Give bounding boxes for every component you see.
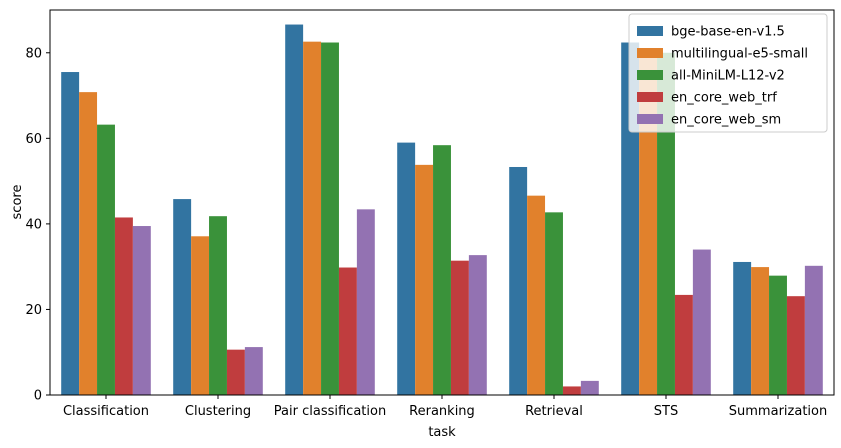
bar [657,52,675,395]
legend: bge-base-en-v1.5 multilingual-e5-small all… [628,13,828,133]
legend-box [628,13,828,133]
bar [527,195,546,395]
y-tick-label: 60 [25,132,42,147]
bar [674,294,693,395]
y-tick-label: 40 [25,217,42,232]
legend-label: bge-base-en-v1.5 [671,25,785,40]
legend-swatch [637,70,663,80]
bar [191,236,210,395]
x-tick-label: Summarization [729,404,827,419]
x-tick-label: Pair classification [274,404,386,419]
bars-layer [61,24,823,395]
bar [61,72,80,395]
bar [786,296,805,395]
bar [468,255,487,395]
bar [303,41,322,395]
bar [562,386,581,395]
bar [733,261,752,395]
y-tick-label: 80 [25,46,42,61]
bar [804,265,823,395]
bar [321,42,339,395]
legend-swatch [637,92,663,102]
bar [639,56,658,395]
bar [226,349,245,395]
x-tick-label: STS [654,404,678,419]
bar [97,124,115,395]
bar [580,380,599,395]
x-tick-label: Reranking [409,404,475,419]
bar [545,212,563,395]
x-axis-title: task [428,425,456,440]
x-tick-label: Clustering [185,404,251,419]
legend-swatch [637,48,663,58]
y-axis-title: score [10,185,25,220]
bar [132,226,151,395]
y-tick-label: 0 [34,389,42,404]
bar [173,199,192,395]
bar [433,145,451,395]
bar [356,209,375,395]
bar [509,166,528,395]
bar [285,24,304,395]
legend-label: en_core_web_sm [671,113,781,128]
legend-label: multilingual-e5-small [671,47,808,62]
bar [244,347,263,395]
bar [397,142,416,395]
x-tick-label: Retrieval [525,404,583,419]
bar [114,217,133,395]
bar [769,275,787,395]
bar [450,260,469,395]
bar [751,267,770,395]
bar [692,249,711,395]
y-axis-ticks: 0 20 40 60 80 [25,46,50,404]
legend-label: en_core_web_trf [671,91,777,106]
legend-swatch [637,26,663,36]
legend-label: all-MiniLM-L12-v2 [671,69,785,84]
x-tick-label: Classification [63,404,149,419]
x-axis-ticks: Classification Clustering Pair classificat… [63,395,827,419]
bar [415,164,434,395]
bar [209,216,227,395]
legend-swatch [637,114,663,124]
bar [79,92,98,395]
y-tick-label: 20 [25,303,42,318]
bar [338,267,357,395]
